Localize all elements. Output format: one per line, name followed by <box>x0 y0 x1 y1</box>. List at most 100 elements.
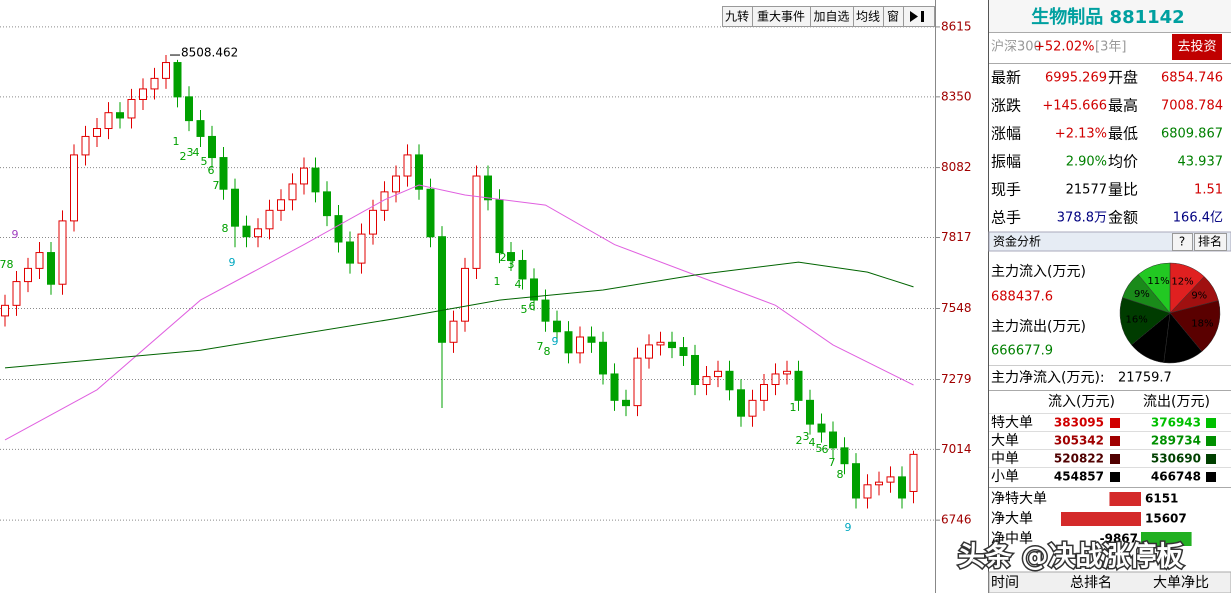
sequence-count: 3 <box>187 146 194 159</box>
sequence-count: 9 <box>552 335 559 348</box>
flow-out-swatch <box>1206 454 1216 464</box>
pie-label: 16% <box>1125 314 1147 325</box>
pie-label: 11% <box>1147 276 1169 287</box>
tab-label[interactable]: 时间 <box>991 575 1019 591</box>
candle-body <box>208 135 216 159</box>
quote-value: 1.51 <box>1194 183 1223 198</box>
quote-label: 金额 <box>1108 209 1138 227</box>
sequence-count: 9 <box>845 521 852 534</box>
toolbar-icon[interactable] <box>910 11 924 22</box>
candle-body <box>495 199 504 254</box>
quote-value: 378.8万 <box>1057 211 1107 226</box>
tab-label[interactable]: 总排名 <box>1070 575 1112 591</box>
y-tick-label: 8082 <box>941 160 972 174</box>
candle-body <box>564 331 573 354</box>
sequence-count: 5 <box>201 155 208 168</box>
tab-label[interactable]: 大单净比 <box>1153 575 1209 591</box>
y-tick-label: 7014 <box>941 442 972 456</box>
candle-body <box>392 175 400 193</box>
candle-body <box>426 188 435 238</box>
candle-body <box>771 373 780 386</box>
quote-label: 最新 <box>991 69 1021 87</box>
candle-body <box>679 347 688 356</box>
flow-out-swatch <box>1206 472 1216 482</box>
candle-body <box>58 220 67 285</box>
flow-in-swatch <box>1110 472 1120 482</box>
candle-body <box>323 191 331 217</box>
y-tick-label: 6746 <box>941 513 972 527</box>
sequence-count: 8 <box>544 345 551 358</box>
quote-label: 现手 <box>991 181 1021 199</box>
candle-body <box>300 167 308 185</box>
toolbar-button-label[interactable]: 均线 <box>856 10 880 24</box>
flow-row-label: 特大单 <box>991 415 1033 431</box>
pie-slice <box>1119 297 1171 346</box>
candle-body <box>760 384 768 401</box>
candle-body <box>81 135 90 156</box>
candle-body <box>725 370 734 391</box>
candle-body <box>875 481 883 486</box>
toolbar-button-label[interactable]: 重大事件 <box>757 10 805 24</box>
rank-button-label[interactable]: 排名 <box>1198 234 1222 249</box>
sequence-count: 3 <box>508 258 515 271</box>
candle-body <box>484 175 492 201</box>
sequence-count: 7 <box>0 258 7 271</box>
inflow-label: 主力流入(万元) <box>991 264 1086 280</box>
candle-body <box>334 215 343 243</box>
candle-body <box>346 241 354 264</box>
toolbar-button-label[interactable]: 九转 <box>725 9 749 24</box>
quote-value: 7008.784 <box>1161 99 1223 114</box>
help-button[interactable] <box>1172 233 1193 251</box>
help-button-label[interactable]: ? <box>1179 235 1185 249</box>
moving-average-line <box>4 184 914 441</box>
toolbar-button[interactable] <box>903 6 935 27</box>
sequence-count: 8 <box>7 258 14 271</box>
candle-body <box>219 157 228 190</box>
candle-body <box>748 399 757 417</box>
flow-row-label: 小单 <box>991 469 1019 485</box>
quote-value: +2.13% <box>1055 127 1107 142</box>
quote-value: 2.90% <box>1066 155 1107 170</box>
net-inflow-label: 主力净流入(万元): <box>991 370 1105 386</box>
invest-button-label[interactable]: 去投资 <box>1177 39 1216 55</box>
net-flow-label: 净中单 <box>991 531 1033 547</box>
candle-body <box>840 447 849 465</box>
candle-body <box>265 209 274 230</box>
candle-body <box>415 154 423 190</box>
net-flow-bar <box>1109 492 1141 506</box>
tab-bar <box>988 571 1231 593</box>
sequence-count: 2 <box>500 251 507 264</box>
flow-header: 流入(万元) <box>1048 394 1115 410</box>
toolbar-button-label[interactable]: 窗 <box>887 10 899 24</box>
toolbar-button-label[interactable]: 加自选 <box>813 10 849 24</box>
rank-button[interactable] <box>1194 233 1227 251</box>
sequence-count: 1 <box>173 135 180 148</box>
candle-body <box>587 336 596 343</box>
candle-body <box>898 476 906 499</box>
candle-body <box>254 228 262 238</box>
candle-body <box>311 167 320 193</box>
candle-body <box>150 77 159 90</box>
candle-body <box>863 484 872 499</box>
candle-body <box>162 62 170 79</box>
flow-in-swatch <box>1110 436 1120 446</box>
candle-body <box>794 370 803 401</box>
candle-body <box>714 370 722 378</box>
sequence-count: 7 <box>537 340 544 353</box>
candle-body <box>185 96 193 122</box>
net-flow-value: -9867 <box>1100 532 1138 546</box>
flow-in-value: 383095 <box>1054 416 1104 430</box>
invest-button[interactable] <box>1172 34 1222 60</box>
sequence-count: 8 <box>222 222 229 235</box>
candle-body <box>288 183 297 201</box>
title-bar <box>989 0 1231 32</box>
funds-header <box>988 231 1231 252</box>
sequence-count: 9 <box>12 228 19 241</box>
flow-in-value: 454857 <box>1054 470 1104 484</box>
candle-body <box>196 120 205 137</box>
benchmark-change: +52.02% <box>1034 40 1094 55</box>
candle-body <box>24 267 32 283</box>
candle-body <box>518 259 527 280</box>
